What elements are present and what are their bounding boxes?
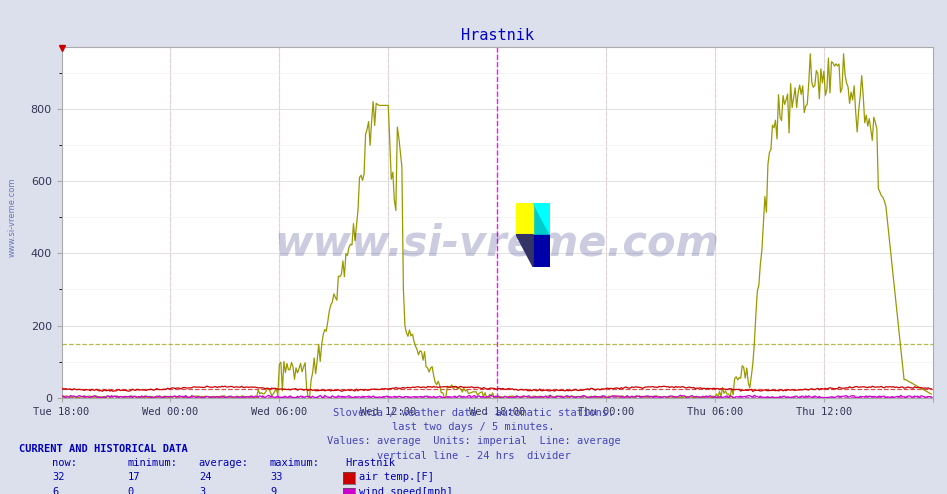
Text: www.si-vreme.com: www.si-vreme.com [8,178,17,257]
Text: 32: 32 [52,472,64,482]
Text: 17: 17 [128,472,140,482]
Text: 3: 3 [199,488,205,494]
Text: 0: 0 [128,488,134,494]
Bar [533,235,550,267]
Text: 6: 6 [52,488,59,494]
Text: Slovenia / weather data - automatic stations.
last two days / 5 minutes.
Values:: Slovenia / weather data - automatic stat… [327,408,620,461]
Bar [516,203,533,235]
Text: minimum:: minimum: [128,458,178,468]
Text: air temp.[F]: air temp.[F] [359,472,434,482]
Text: CURRENT AND HISTORICAL DATA: CURRENT AND HISTORICAL DATA [19,444,188,454]
Bar [533,203,550,235]
Text: 24: 24 [199,472,211,482]
Text: average:: average: [199,458,249,468]
Title: Hrastnik: Hrastnik [460,28,534,43]
Text: Hrastnik: Hrastnik [346,458,396,468]
Text: 9: 9 [270,488,277,494]
Text: www.si-vreme.com: www.si-vreme.com [275,222,720,264]
Text: now:: now: [52,458,77,468]
Text: 33: 33 [270,472,282,482]
Polygon shape [533,203,550,235]
Text: wind speed[mph]: wind speed[mph] [359,488,453,494]
Polygon shape [516,235,533,267]
Text: maximum:: maximum: [270,458,320,468]
